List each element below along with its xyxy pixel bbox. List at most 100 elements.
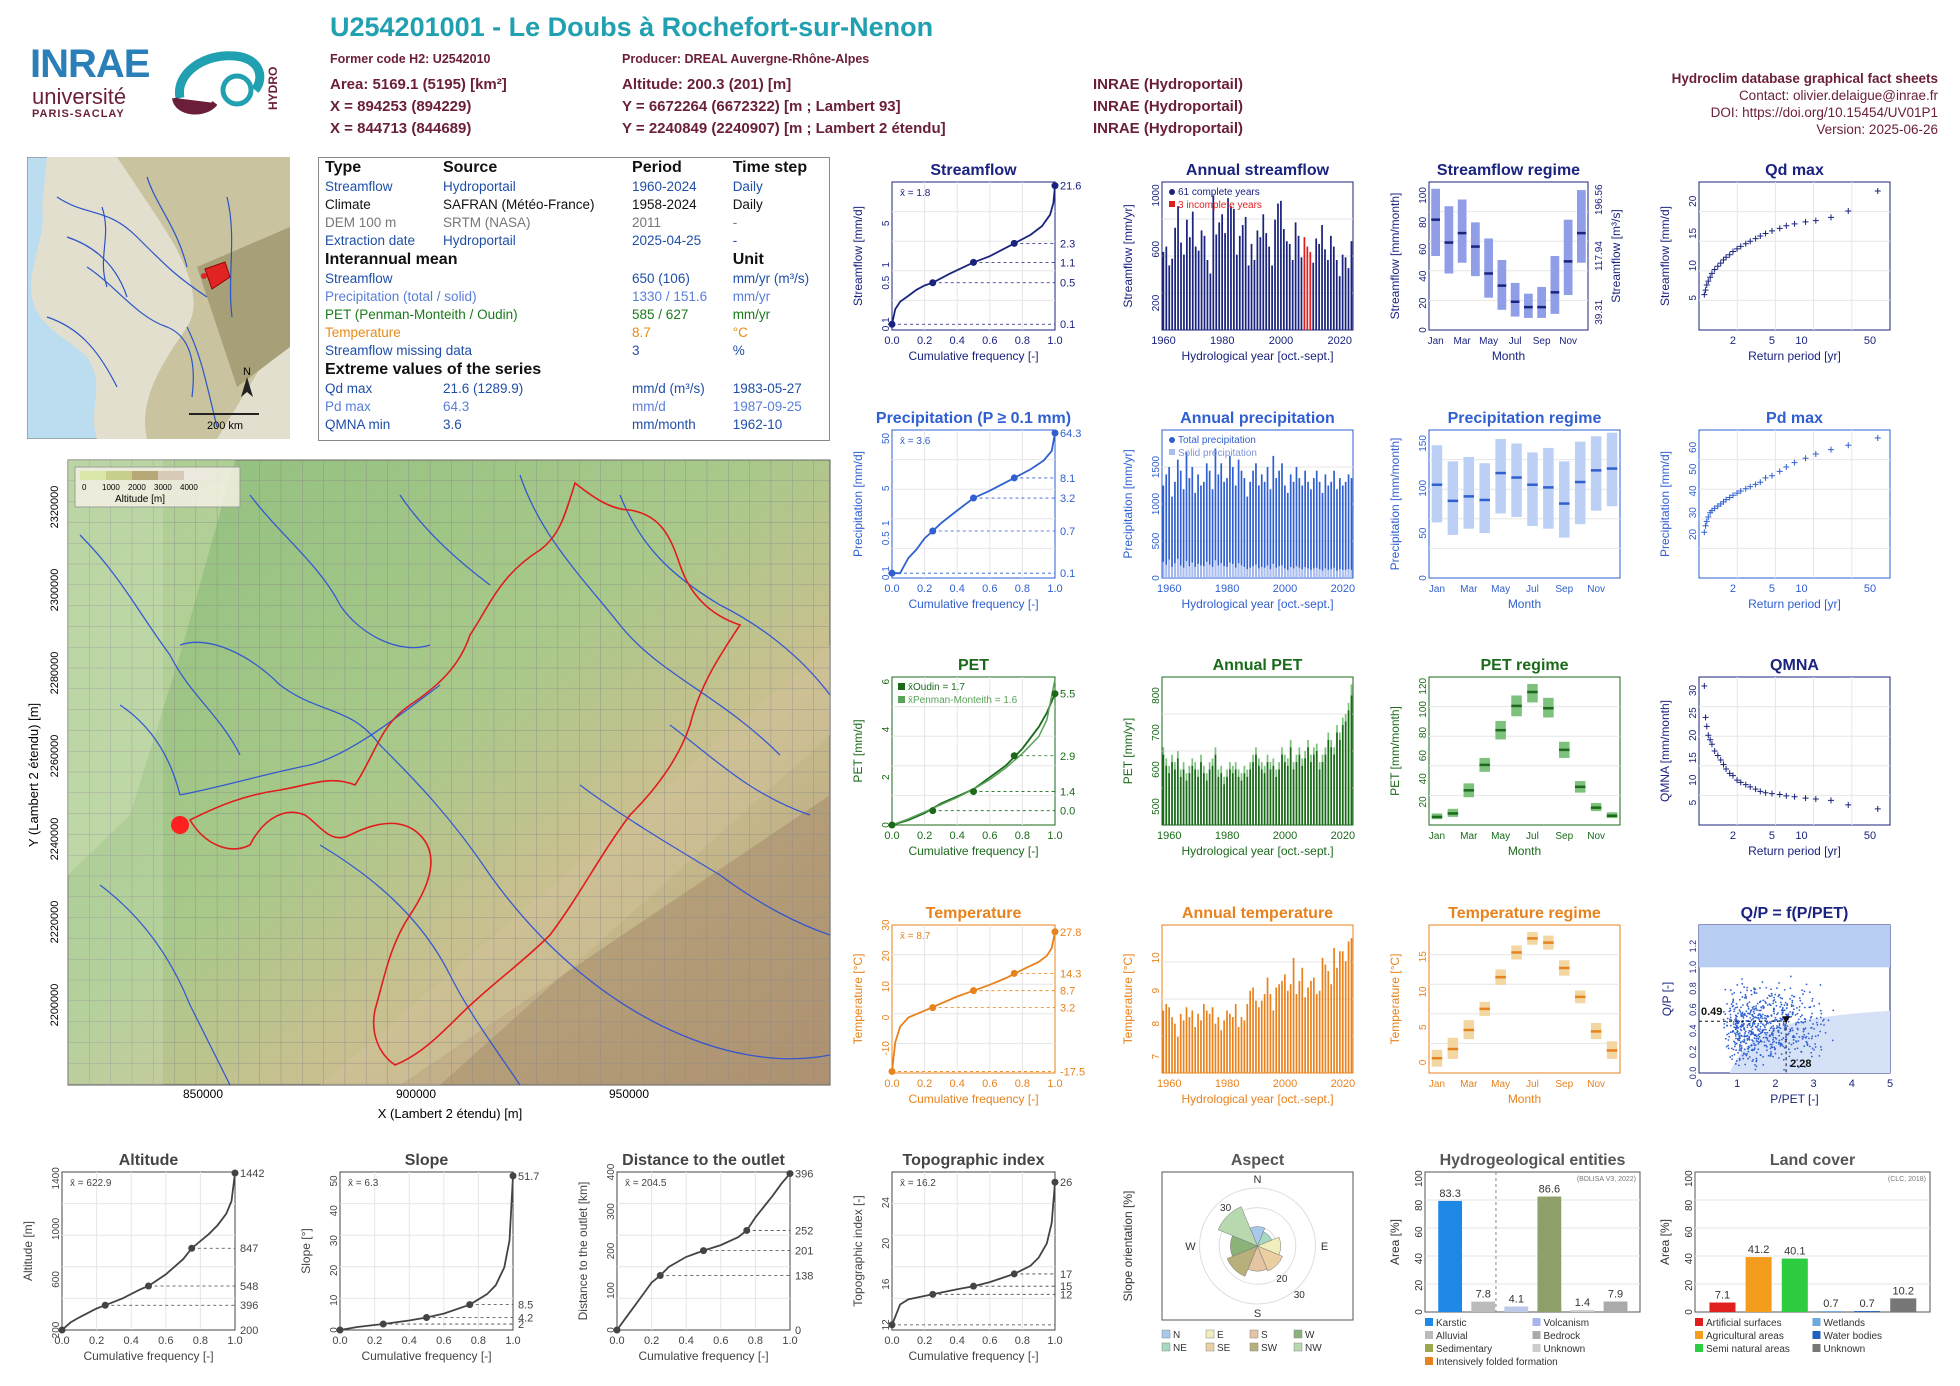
bar — [1211, 765, 1214, 825]
category-bar — [1570, 1310, 1595, 1312]
y-tick-label: 100 — [1418, 187, 1429, 204]
bar — [1301, 765, 1304, 825]
aspect-wedge-sw — [1226, 1245, 1258, 1277]
return-point — [1701, 529, 1708, 536]
bar — [1237, 776, 1240, 825]
point — [1731, 1058, 1733, 1061]
y-axis-label: Streamflow [mm/month] — [1388, 193, 1402, 320]
quantile-point — [1010, 239, 1018, 247]
y-tick-label: 1.2 — [1688, 940, 1698, 953]
right-tick-label: 4.2 — [518, 1312, 533, 1324]
y-tick-label: 0 — [881, 1014, 892, 1020]
bar — [1246, 1003, 1249, 1073]
catchment-outline — [188, 481, 742, 1066]
bar — [1269, 489, 1272, 578]
regime-box — [1510, 282, 1520, 317]
point — [1813, 1048, 1815, 1051]
y-tick-label: 50 — [1418, 527, 1429, 539]
point — [1737, 1037, 1739, 1040]
category-bar — [1471, 1301, 1496, 1312]
bar — [1277, 203, 1279, 330]
point — [1732, 1048, 1735, 1051]
point — [1758, 1001, 1761, 1004]
point — [1753, 991, 1756, 993]
return-point — [1747, 238, 1754, 245]
y-tick-label: 80 — [1418, 216, 1429, 228]
return-point — [1720, 761, 1727, 768]
point — [1755, 1060, 1758, 1063]
x-tick-label: 0.2 — [917, 830, 932, 842]
right-tick-label: 3.2 — [1060, 493, 1075, 505]
point — [1769, 1055, 1772, 1057]
point — [1739, 1041, 1742, 1044]
point — [1790, 1015, 1793, 1018]
point — [1792, 1008, 1795, 1011]
y-axis-label: Slope [°] — [299, 1228, 313, 1274]
return-point — [1702, 522, 1709, 529]
bar — [1350, 695, 1353, 825]
point — [1789, 1051, 1791, 1054]
right-tick-label: 196.56 — [1594, 184, 1605, 215]
bar — [1185, 452, 1188, 578]
point — [1732, 1004, 1735, 1007]
quantile-point — [656, 1271, 664, 1279]
point — [1816, 1024, 1819, 1026]
bar-solid — [1269, 569, 1272, 578]
return-point — [1708, 741, 1715, 748]
point — [1803, 1028, 1806, 1031]
bar-solid — [1330, 569, 1333, 578]
bar-solid — [1197, 563, 1199, 578]
inrae-logo: INRAE — [30, 42, 150, 86]
x-tick-label: 50 — [1864, 335, 1876, 347]
temperature-regime-chart: Temperature regime Jan Mar May Jul Sep Nov Mont… — [1388, 905, 1621, 1106]
y-tick-label: 30 — [881, 919, 892, 931]
bar — [1168, 773, 1170, 825]
doi: DOI: https://doi.org/10.15454/UV01P1 — [1710, 105, 1938, 120]
point — [1798, 1036, 1801, 1038]
right-tick-label: 138 — [795, 1270, 813, 1282]
point — [1759, 987, 1761, 989]
bar — [1298, 754, 1301, 825]
point — [1817, 1034, 1820, 1037]
point — [1734, 1041, 1736, 1044]
row-streamflow-type: Streamflow — [325, 179, 393, 194]
bar-solid — [1266, 565, 1269, 578]
point — [1724, 1013, 1727, 1015]
x-tick-label: May — [1491, 831, 1510, 842]
point — [1734, 1035, 1737, 1037]
ext-pd-label: Pd max — [325, 399, 371, 414]
point — [1781, 997, 1784, 1000]
point — [1782, 1045, 1785, 1048]
point — [1758, 1035, 1761, 1038]
point — [1752, 1015, 1755, 1018]
regime-box — [1537, 286, 1546, 318]
point — [1746, 1037, 1749, 1040]
bar — [1176, 459, 1179, 578]
ext-qd-date: 1983-05-27 — [732, 381, 802, 396]
point — [1747, 1023, 1750, 1025]
ext-pd-date: 1987-09-25 — [732, 399, 802, 414]
y-tick-label: 5 — [1688, 799, 1699, 805]
legend-label: Volcanism — [1544, 1318, 1590, 1329]
ext-pd-unit: mm/d — [632, 399, 666, 414]
point — [1774, 1001, 1777, 1003]
x-tick-label: 4 — [1849, 1078, 1855, 1090]
bar — [1269, 994, 1272, 1073]
return-point — [1783, 464, 1790, 470]
bar-solid — [1286, 569, 1289, 578]
point — [1764, 1044, 1767, 1047]
legend-label: SE — [1217, 1343, 1231, 1354]
bar — [1214, 448, 1217, 578]
row-climate-period: 1958-2024 — [632, 197, 697, 212]
mean-label: x̄ = 8.7 — [900, 931, 931, 942]
point — [1802, 1021, 1805, 1024]
source-label: (BDLISA V3, 2022) — [1577, 1176, 1636, 1183]
point — [1775, 1027, 1778, 1030]
point — [1782, 1009, 1785, 1012]
y-axis-label: Temperature [°C] — [851, 954, 865, 1045]
quantile-point — [888, 1321, 896, 1329]
bar — [1241, 225, 1244, 330]
point — [1770, 992, 1773, 995]
point — [1759, 1016, 1762, 1019]
point — [1773, 1040, 1776, 1043]
